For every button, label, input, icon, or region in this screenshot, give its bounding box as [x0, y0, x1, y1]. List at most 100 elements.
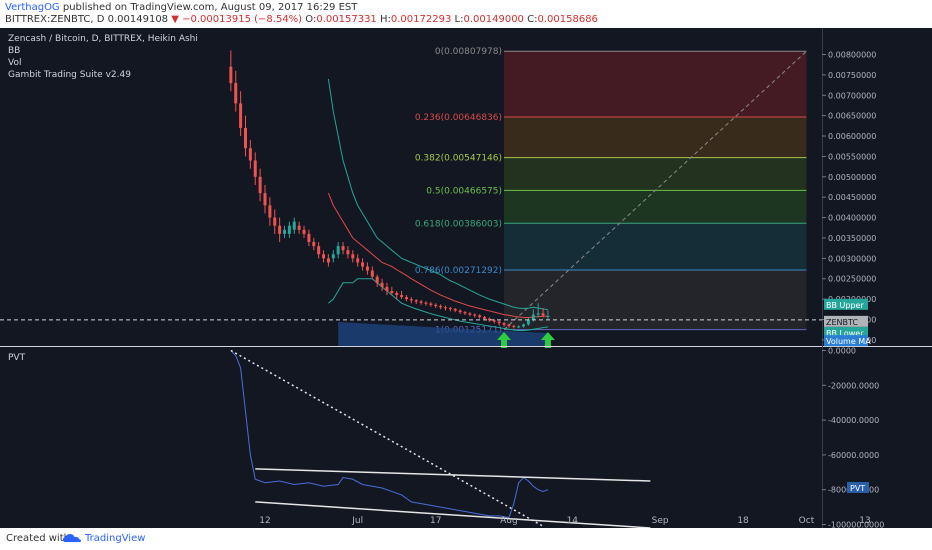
candle-body	[497, 321, 501, 324]
candle-body	[463, 312, 467, 314]
fib-zone	[504, 190, 807, 224]
candle-body	[541, 313, 545, 316]
tradingview-logo[interactable]	[62, 532, 82, 547]
candle-body	[356, 258, 360, 263]
close-label: C:	[527, 14, 538, 25]
candle-body	[346, 250, 350, 255]
candle-body	[443, 307, 447, 309]
x-tick-label: Oct	[799, 516, 815, 526]
candle-body	[434, 304, 438, 307]
volume-ma-area	[338, 322, 548, 346]
publish-line: VerthagOG published on TradingView.com, …	[5, 2, 357, 13]
close-value: 0.00158686	[537, 14, 598, 25]
candle-body	[307, 233, 311, 243]
candle-body	[414, 300, 418, 302]
candle-body	[331, 254, 335, 259]
candle-body	[390, 290, 394, 293]
candle-body	[268, 205, 272, 218]
candle-body	[478, 315, 482, 318]
candle-body	[243, 127, 247, 149]
author-link[interactable]: VerthagOG	[5, 2, 60, 13]
chart-svg[interactable]: 0(0.00807978) 0.236(0.00646836) 0.382(0.00…	[0, 28, 932, 528]
candle-body	[531, 314, 535, 320]
ohlc-line: BITTREX:ZENBTC, D 0.00149108 ▼ −0.000139…	[5, 14, 598, 25]
pvt-trendline	[255, 468, 651, 482]
fib-level-label: 0.236(0.00646836)	[415, 113, 502, 123]
candle-body	[483, 317, 487, 319]
pvt-line	[230, 350, 549, 519]
x-tick-label: Jul	[351, 516, 363, 526]
tradingview-brand[interactable]: TradingView	[85, 533, 146, 544]
fib-level-label: 0.382(0.00547146)	[415, 154, 502, 164]
pvt-pane-title: PVT	[8, 353, 26, 363]
candle-body	[419, 301, 423, 303]
legend-line: Zencash / Bitcoin, D, BITTREX, Heikin As…	[8, 34, 198, 44]
candle-body	[409, 299, 413, 301]
candle-body	[248, 148, 252, 161]
y-tick-label: 0.00400000	[828, 214, 876, 223]
axis-label-box	[824, 298, 868, 310]
pvt-y-tick-label: -40000.0000	[828, 416, 879, 425]
y-tick-label: 0.00550000	[828, 152, 876, 161]
axis-label: BB Lower	[826, 329, 864, 338]
candle-body	[229, 66, 233, 84]
candle-body	[375, 276, 379, 283]
candle-body	[317, 246, 321, 255]
candle-body	[522, 324, 526, 327]
candle-body	[526, 319, 530, 325]
y-tick-label: 0.00750000	[828, 71, 876, 80]
pvt-dotted-trendline	[230, 349, 544, 527]
candle-body	[536, 313, 540, 315]
high-value: 0.00172293	[390, 14, 452, 25]
x-tick-label: 18	[737, 516, 749, 526]
y-tick-label: 0.00700000	[828, 91, 876, 100]
candle-body	[453, 308, 457, 311]
fib-zone	[504, 223, 807, 271]
symbol-label: BITTREX:ZENBTC, D	[5, 14, 105, 25]
candle-body	[297, 225, 301, 230]
y-tick-label: 0.00300000	[828, 254, 876, 263]
axis-label: ZENBTC	[826, 318, 858, 327]
axis-label: Volume MA	[826, 337, 871, 346]
candle-body	[239, 103, 243, 128]
candle-body	[517, 326, 521, 328]
fib-level-label: 0.786(0.00271292)	[415, 266, 502, 276]
candle-body	[336, 246, 340, 255]
candle-body	[502, 323, 506, 325]
axis-label: BB Upper	[826, 301, 864, 310]
pvt-y-tick-label: 0.0000	[828, 346, 856, 355]
candle-body	[312, 242, 316, 247]
open-label: O:	[305, 14, 317, 25]
candle-body	[424, 302, 428, 304]
candle-body	[429, 303, 433, 305]
candle-body	[400, 295, 404, 298]
pvt-axis-label: PVT	[850, 484, 865, 493]
candle-body	[273, 217, 277, 226]
candle-body	[361, 262, 365, 267]
candle-body	[473, 314, 477, 316]
y-tick-label: 0.00650000	[828, 112, 876, 121]
candle-body	[395, 293, 399, 296]
axis-label-box	[824, 315, 868, 327]
candle-body	[234, 83, 238, 104]
low-value: 0.00149000	[463, 14, 524, 25]
fib-zone	[504, 51, 807, 117]
x-tick-label: 17	[430, 516, 441, 526]
y-tick-label: 0.00450000	[828, 193, 876, 202]
candle-body	[492, 320, 496, 322]
candle-body	[370, 270, 374, 277]
fib-level-label: 0(0.00807978)	[435, 47, 502, 57]
legend-line: Vol	[8, 58, 21, 68]
x-tick-label: 14	[567, 516, 579, 526]
candle-body	[278, 225, 282, 234]
x-tick-label: Aug	[500, 516, 518, 526]
fib-level-label: 0.618(0.00386003)	[415, 219, 502, 229]
fib-zone	[504, 270, 807, 330]
candle-body	[263, 193, 267, 206]
candle-body	[283, 229, 287, 234]
candle-body	[507, 324, 511, 327]
chart-area[interactable]: 0(0.00807978) 0.236(0.00646836) 0.382(0.00…	[0, 28, 932, 528]
y-tick-label: 0.00600000	[828, 132, 876, 141]
candle-body	[292, 221, 296, 230]
fib-level-label: 0.5(0.00466575)	[426, 186, 502, 196]
